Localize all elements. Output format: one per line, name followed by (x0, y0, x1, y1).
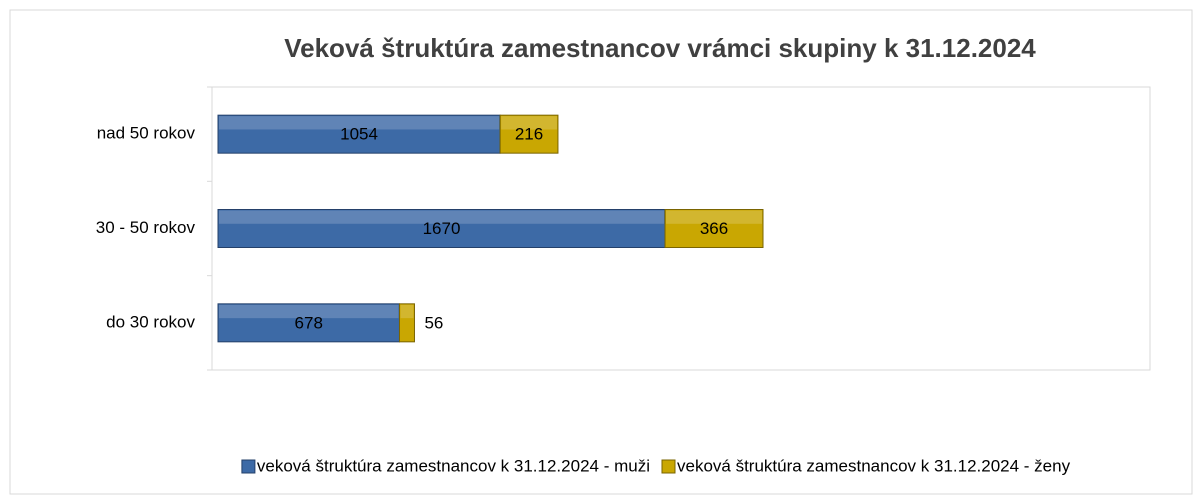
y-tick-label: do 30 rokov (106, 312, 195, 331)
legend-marker (661, 459, 676, 474)
legend-label: veková štruktúra zamestnancov k 31.12.20… (257, 456, 650, 475)
bar-shine (219, 304, 399, 319)
value-label: 1670 (423, 219, 461, 238)
bar (217, 209, 666, 248)
bar-shine (400, 304, 414, 319)
bar (664, 209, 764, 248)
plot-area (211, 86, 1151, 371)
bar (217, 303, 400, 343)
value-label: 56 (424, 313, 443, 332)
bar-shine (219, 116, 500, 130)
bar (499, 114, 559, 154)
bar-shine (666, 210, 762, 224)
y-tick-label: 30 - 50 rokov (96, 218, 196, 237)
legend-label: veková štruktúra zamestnancov k 31.12.20… (677, 456, 1071, 475)
chart-border (9, 9, 1193, 495)
bar-shine (219, 210, 665, 224)
value-label: 1054 (340, 125, 378, 144)
legend-marker (241, 459, 256, 474)
value-label: 366 (700, 219, 728, 238)
chart-title: Veková štruktúra zamestnancov vrámci sku… (284, 33, 1036, 63)
bar-shine (501, 116, 557, 130)
bar (398, 303, 415, 343)
value-label: 678 (295, 313, 323, 332)
value-label: 216 (515, 125, 543, 144)
bar (217, 114, 501, 154)
y-tick-label: nad 50 rokov (97, 124, 196, 143)
